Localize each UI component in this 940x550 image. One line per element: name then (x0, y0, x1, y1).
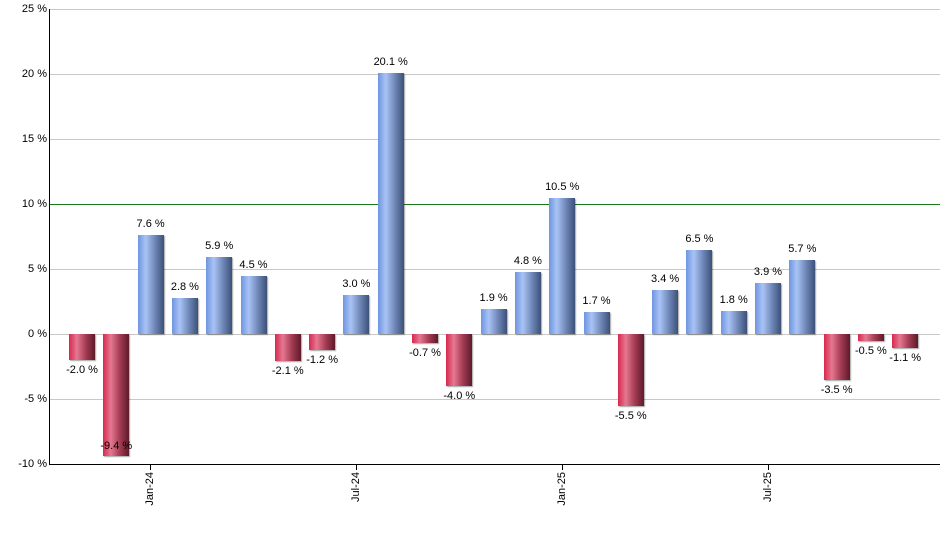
bar-value-label: 4.8 % (513, 254, 542, 267)
y-tick-label: 20 % (21, 68, 47, 80)
bar-value-label: -1.1 % (889, 352, 922, 365)
y-axis-line (49, 9, 50, 465)
y-tick-label: -10 % (18, 458, 47, 470)
bar-value-label: 6.5 % (685, 232, 714, 245)
bar (480, 309, 507, 334)
bar (892, 334, 919, 349)
bar (789, 259, 816, 334)
x-axis-line (49, 464, 940, 465)
bar (857, 334, 884, 341)
x-tick-label: Jul-24 (350, 472, 362, 502)
bar-value-label: -2.0 % (66, 364, 98, 376)
bar-value-label: -5.5 % (614, 409, 647, 422)
bar-value-label: -9.4 % (100, 440, 133, 453)
gridline (50, 74, 940, 75)
bar (755, 283, 781, 334)
gridline (50, 139, 940, 140)
bar-value-label: 2.8 % (170, 280, 199, 293)
bar (206, 257, 233, 334)
bar (549, 197, 576, 334)
bar (240, 275, 267, 334)
bar-value-label: 1.8 % (719, 293, 748, 306)
y-tick-label: 15 % (21, 133, 47, 145)
x-tick-label: Jan-24 (144, 472, 156, 506)
y-tick-label: 10 % (21, 198, 47, 210)
bar-value-label: -1.2 % (306, 353, 338, 366)
bar-value-label: 1.7 % (582, 294, 611, 307)
gridline (50, 334, 940, 335)
bar-value-label: 4.5 % (239, 258, 268, 271)
y-tick-label: 5 % (28, 263, 47, 275)
bar (69, 334, 95, 360)
bar (652, 289, 679, 334)
bar-value-label: 7.6 % (136, 218, 165, 231)
bar-value-label: -0.5 % (854, 344, 887, 357)
bar (686, 249, 713, 334)
y-tick-label: -5 % (24, 393, 47, 405)
bar-value-label: 3.4 % (651, 272, 680, 285)
bar-value-label: 10.5 % (545, 180, 580, 193)
bar (343, 295, 370, 334)
x-tick-mark (768, 465, 769, 470)
bar (823, 334, 850, 380)
bar-value-label: 5.7 % (788, 242, 817, 255)
bar (446, 334, 473, 386)
bar (171, 297, 198, 334)
y-tick-label: 25 % (21, 3, 47, 15)
bar (720, 310, 747, 334)
x-tick-mark (356, 465, 357, 470)
bar (377, 72, 404, 334)
bar-value-label: -0.7 % (409, 347, 441, 360)
bar-value-label: 20.1 % (373, 55, 408, 68)
bar-value-label: 3.9 % (753, 266, 783, 279)
bar (583, 311, 610, 334)
x-tick-label: Jan-25 (556, 472, 568, 506)
gridline (50, 399, 940, 400)
y-tick-label: 0 % (28, 328, 47, 340)
x-tick-mark (562, 465, 563, 470)
gridline (50, 269, 940, 270)
bar-value-label: -2.1 % (271, 365, 304, 378)
reference-line (50, 204, 940, 205)
gridline (50, 9, 940, 10)
bar-value-label: -3.5 % (820, 383, 853, 396)
bar (137, 235, 164, 334)
bar (103, 334, 130, 457)
bar-value-label: 1.9 % (479, 292, 508, 305)
x-tick-label: Jul-25 (762, 472, 774, 502)
bar-value-label: -4.0 % (443, 390, 476, 402)
bar-value-label: 5.9 % (205, 240, 234, 253)
bar (514, 271, 541, 334)
bar-value-label: 3.0 % (342, 278, 371, 290)
x-tick-mark (150, 465, 151, 470)
bar (309, 334, 336, 350)
bar (412, 334, 438, 344)
bar (617, 334, 644, 406)
bar (274, 334, 301, 362)
